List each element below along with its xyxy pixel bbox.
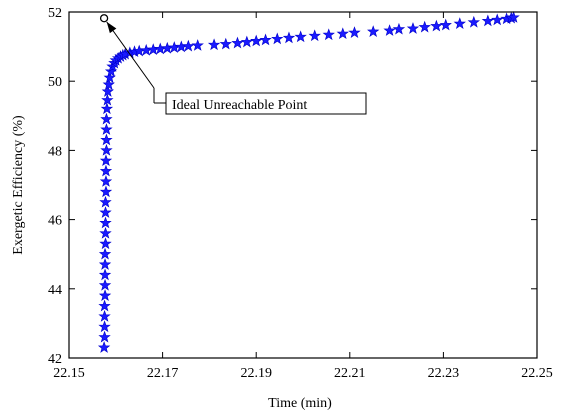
data-point: [98, 278, 112, 291]
data-points: [97, 11, 520, 353]
data-point: [100, 112, 113, 125]
data-point: [98, 309, 111, 322]
data-point: [240, 35, 254, 48]
data-point: [418, 20, 431, 33]
data-point: [481, 14, 495, 27]
x-tick-label: 22.15: [53, 366, 85, 381]
data-point: [507, 11, 520, 23]
y-tick-label: 42: [48, 352, 62, 367]
y-tick-label: 48: [48, 144, 62, 159]
plot-area-border: [68, 11, 538, 359]
data-point: [99, 175, 113, 187]
data-point: [491, 13, 504, 26]
data-point: [100, 123, 113, 135]
data-point: [99, 195, 112, 208]
y-tick-label: 50: [48, 75, 62, 90]
data-point: [406, 22, 420, 34]
ideal-point-marker: [99, 14, 109, 23]
data-point: [219, 37, 232, 50]
data-point: [336, 27, 349, 40]
data-point: [467, 15, 480, 28]
data-point: [439, 18, 452, 31]
data-point: [102, 78, 115, 90]
data-point: [98, 268, 112, 281]
data-point: [271, 32, 284, 45]
data-point: [99, 206, 112, 218]
x-tick-label: 22.17: [147, 366, 179, 381]
annotation: Ideal Unreachable Point: [99, 14, 367, 115]
data-point: [453, 17, 466, 30]
data-point: [103, 71, 116, 83]
data-point: [99, 226, 112, 239]
data-point: [207, 38, 221, 51]
data-point: [99, 237, 112, 250]
data-point: [383, 24, 396, 36]
data-point: [99, 216, 112, 229]
data-point: [97, 341, 111, 353]
x-axis-title: Time (min): [268, 396, 332, 411]
data-point: [98, 289, 112, 301]
axis-labels: Time (min) Exergetic Efficiency (%): [11, 115, 332, 411]
data-point: [282, 31, 296, 44]
y-tick-label: 52: [48, 6, 62, 21]
annotation-label: Ideal Unreachable Point: [172, 98, 307, 113]
x-tick-label: 22.21: [334, 366, 366, 381]
data-point: [367, 25, 380, 37]
x-tick-label: 22.25: [521, 366, 553, 381]
annotation-arrow-line: [106, 21, 155, 89]
data-point: [294, 30, 307, 43]
data-point: [308, 29, 321, 42]
data-point: [322, 28, 335, 41]
data-point: [259, 33, 272, 46]
data-point: [99, 164, 113, 177]
y-tick-label: 46: [48, 214, 62, 229]
axes: 22.15 22.17 22.19 22.21 22.23 22.25 42 44 46 48 50…: [48, 6, 553, 381]
data-point: [100, 133, 113, 146]
y-axis-title: Exergetic Efficiency (%): [11, 115, 26, 255]
data-point: [392, 22, 406, 35]
data-point: [182, 39, 195, 52]
x-tick-label: 22.23: [428, 366, 460, 381]
data-point: [430, 19, 443, 32]
data-point: [348, 26, 361, 39]
plot-frame: [68, 11, 538, 359]
data-point: [231, 36, 244, 49]
data-point: [191, 39, 204, 51]
data-point: [100, 143, 113, 156]
data-point: [98, 299, 111, 312]
data-point: [98, 258, 112, 270]
data-point: [98, 330, 111, 343]
annotation-box: [165, 92, 367, 115]
data-point: [101, 93, 114, 106]
y-tick-label: 44: [48, 283, 62, 298]
data-point: [98, 247, 112, 260]
annotation-arrowhead: [106, 21, 117, 34]
data-point: [99, 154, 113, 167]
data-point: [99, 185, 113, 198]
data-point: [98, 320, 111, 333]
x-tick-label: 22.19: [240, 366, 272, 381]
data-point: [100, 102, 114, 115]
data-point: [250, 34, 263, 47]
data-point: [101, 85, 115, 97]
